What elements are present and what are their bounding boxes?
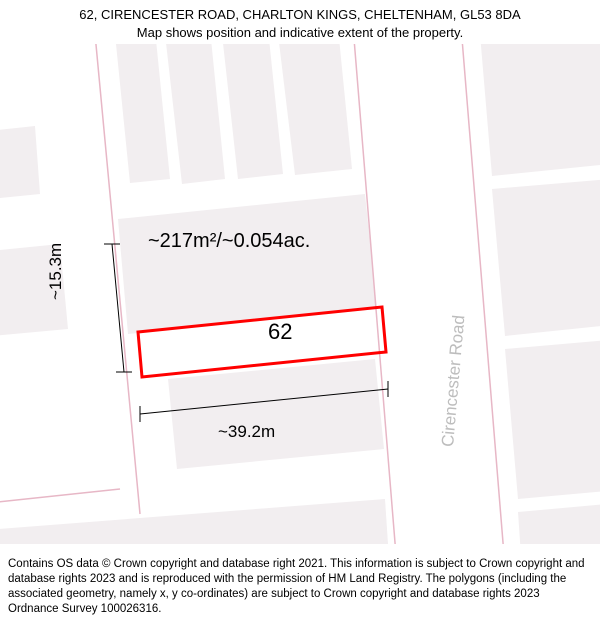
- width-dimension-label: ~39.2m: [218, 422, 275, 442]
- house-number-label: 62: [268, 319, 292, 345]
- map-svg: [0, 44, 600, 544]
- footer-copyright: Contains OS data © Crown copyright and d…: [0, 553, 600, 625]
- subtitle-line: Map shows position and indicative extent…: [10, 24, 590, 42]
- address-line: 62, CIRENCESTER ROAD, CHARLTON KINGS, CH…: [10, 6, 590, 24]
- height-dimension-label: ~15.3m: [46, 243, 66, 300]
- map-canvas: ~217m²/~0.054ac. 62 ~39.2m ~15.3m Cirenc…: [0, 44, 600, 544]
- area-label: ~217m²/~0.054ac.: [148, 230, 310, 253]
- header: 62, CIRENCESTER ROAD, CHARLTON KINGS, CH…: [0, 0, 600, 43]
